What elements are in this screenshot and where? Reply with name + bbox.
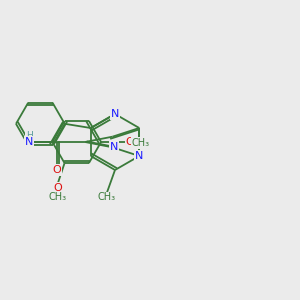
Text: H: H xyxy=(26,131,32,140)
Text: O: O xyxy=(125,137,134,147)
Text: CH₃: CH₃ xyxy=(98,192,116,203)
Text: CH₃: CH₃ xyxy=(132,138,150,148)
Text: N: N xyxy=(135,151,143,161)
Text: CH₃: CH₃ xyxy=(49,192,67,202)
Text: N: N xyxy=(110,142,118,152)
Text: O: O xyxy=(53,183,62,193)
Text: N: N xyxy=(25,137,33,147)
Text: O: O xyxy=(53,165,62,175)
Text: N: N xyxy=(111,109,119,119)
